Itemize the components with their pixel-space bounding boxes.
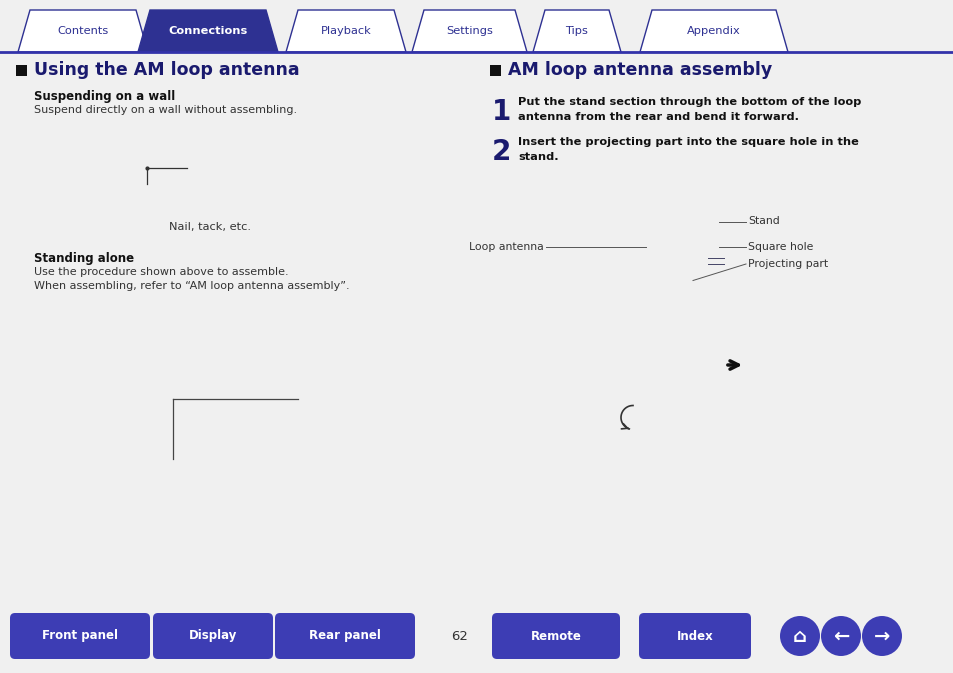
Text: 62: 62 [451, 629, 468, 643]
FancyBboxPatch shape [152, 613, 273, 659]
Text: Square hole: Square hole [747, 242, 813, 252]
Text: Suspending on a wall: Suspending on a wall [34, 90, 175, 103]
Text: Display: Display [189, 629, 237, 643]
Polygon shape [615, 392, 667, 411]
Polygon shape [223, 379, 286, 392]
Text: Settings: Settings [446, 26, 493, 36]
Text: Contents: Contents [57, 26, 109, 36]
FancyBboxPatch shape [766, 326, 832, 390]
Text: Nail, tack, etc.: Nail, tack, etc. [169, 222, 251, 232]
Text: antenna from the rear and bend it forward.: antenna from the rear and bend it forwar… [517, 112, 799, 122]
FancyBboxPatch shape [221, 313, 294, 383]
Polygon shape [533, 10, 620, 52]
Bar [665, 224, 703, 260]
Text: Use the procedure shown above to assemble.: Use the procedure shown above to assembl… [34, 267, 289, 277]
Bar [198, 162, 232, 194]
Circle shape [780, 616, 820, 656]
Bar [765, 400, 833, 406]
Text: Stand: Stand [747, 217, 779, 227]
Text: Suspend directly on a wall without assembling.: Suspend directly on a wall without assem… [34, 105, 296, 115]
Text: Front panel: Front panel [42, 629, 118, 643]
Polygon shape [286, 10, 406, 52]
Text: 2: 2 [492, 138, 511, 166]
Bar [655, 277, 714, 285]
FancyBboxPatch shape [616, 334, 679, 396]
FancyBboxPatch shape [10, 613, 150, 659]
Bar [632, 350, 662, 380]
Text: 1: 1 [492, 98, 511, 126]
FancyBboxPatch shape [639, 613, 750, 659]
FancyBboxPatch shape [646, 205, 722, 279]
Text: Tips: Tips [565, 26, 588, 36]
Text: Rear panel: Rear panel [309, 629, 380, 643]
Polygon shape [639, 10, 787, 52]
Text: Appendix: Appendix [686, 26, 740, 36]
Circle shape [821, 616, 861, 656]
Text: ←: ← [832, 627, 848, 645]
Text: Put the stand section through the bottom of the loop: Put the stand section through the bottom… [517, 97, 861, 107]
Text: →: → [873, 627, 889, 645]
FancyBboxPatch shape [492, 613, 619, 659]
FancyBboxPatch shape [274, 613, 415, 659]
FancyBboxPatch shape [181, 144, 249, 212]
Text: Remote: Remote [530, 629, 580, 643]
Text: ⌂: ⌂ [792, 627, 806, 645]
Text: stand.: stand. [517, 152, 558, 162]
Text: Using the AM loop antenna: Using the AM loop antenna [34, 61, 299, 79]
Bar [783, 343, 815, 373]
Text: When assembling, refer to “AM loop antenna assembly”.: When assembling, refer to “AM loop anten… [34, 281, 349, 291]
Text: Playback: Playback [320, 26, 371, 36]
Polygon shape [18, 10, 148, 52]
Circle shape [862, 616, 901, 656]
Text: Projecting part: Projecting part [747, 259, 827, 269]
Text: Index: Index [676, 629, 713, 643]
Bar [240, 331, 275, 365]
Bar [704, 250, 726, 270]
Text: Standing alone: Standing alone [34, 252, 134, 265]
Polygon shape [412, 10, 526, 52]
Text: Loop antenna: Loop antenna [469, 242, 543, 252]
Text: Insert the projecting part into the square hole in the: Insert the projecting part into the squa… [517, 137, 858, 147]
Polygon shape [138, 10, 277, 52]
Bar [490, 65, 500, 76]
Bar [16, 65, 27, 76]
Text: Connections: Connections [168, 26, 248, 36]
Polygon shape [768, 386, 830, 400]
Text: AM loop antenna assembly: AM loop antenna assembly [507, 61, 771, 79]
